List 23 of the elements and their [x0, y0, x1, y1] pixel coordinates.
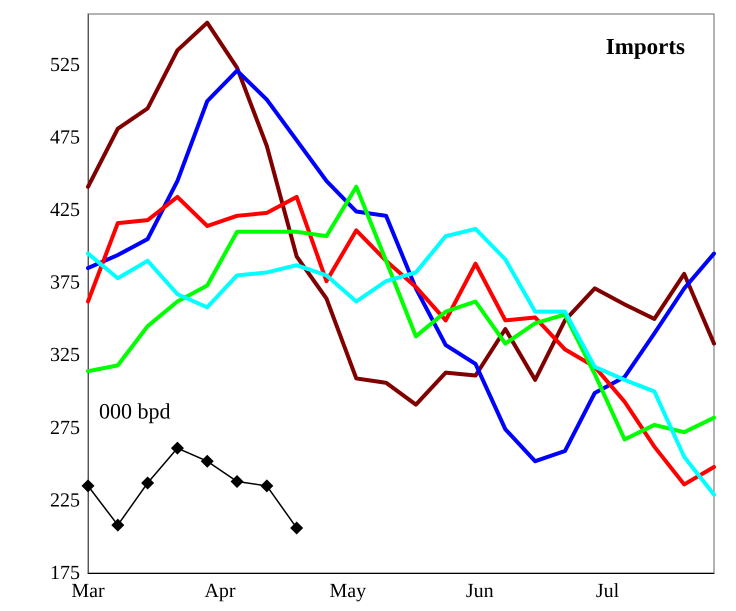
x-tick-label: Apr: [204, 580, 236, 602]
y-tick-label: 525: [50, 54, 80, 76]
line-series: [86, 184, 716, 442]
y-tick-label: 325: [50, 344, 80, 366]
point: [170, 442, 184, 455]
y-tick-label: 225: [50, 489, 80, 512]
point: [200, 454, 214, 468]
point: [111, 518, 124, 532]
x-tick-label: May: [329, 580, 366, 602]
y-tick-label: 275: [50, 416, 80, 439]
y-tick-label: 475: [50, 126, 80, 148]
text: Imports: [606, 34, 686, 59]
point: [260, 479, 274, 492]
point: [82, 479, 94, 492]
x-tick-label: Jun: [466, 580, 494, 602]
point: [290, 521, 304, 534]
y-tick-label: 375: [50, 272, 80, 294]
y-tick-label: 425: [50, 199, 80, 222]
point: [230, 475, 244, 488]
point: [141, 476, 154, 490]
y-axis-title: 000 bpd: [99, 398, 170, 424]
line-series: [86, 68, 716, 464]
x-tick-label: Jul: [596, 580, 620, 602]
